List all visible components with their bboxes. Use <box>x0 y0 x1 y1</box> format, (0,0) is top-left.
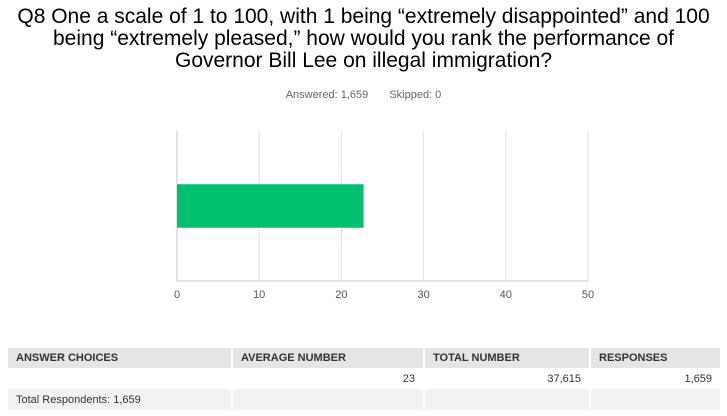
x-tick-label: 10 <box>253 289 265 301</box>
x-tick-label: 50 <box>582 289 594 301</box>
x-tick-label: 30 <box>417 289 429 301</box>
total-number-cell: 37,615 <box>424 368 591 389</box>
x-tick-label: 20 <box>335 289 347 301</box>
header-total-number: TOTAL NUMBER <box>424 348 591 368</box>
question-title: Q8 One a scale of 1 to 100, with 1 being… <box>0 6 727 72</box>
answered-count: Answered: 1,659 <box>285 89 369 101</box>
header-average-number: AVERAGE NUMBER <box>232 348 425 368</box>
table-footer-row: Total Respondents: 1,659 <box>8 389 722 410</box>
results-table: ANSWER CHOICES AVERAGE NUMBER TOTAL NUMB… <box>8 348 722 410</box>
responses-cell: 1,659 <box>590 368 722 389</box>
question-line-2: being “extremely pleased,” how would you… <box>53 27 674 50</box>
table-row: 23 37,615 1,659 <box>8 368 722 389</box>
header-responses: RESPONSES <box>590 348 722 368</box>
x-tick-label: 40 <box>500 289 512 301</box>
question-line-3: Governor Bill Lee on illegal immigration… <box>174 49 552 72</box>
bar-chart: 0 10 20 30 40 50 <box>174 131 594 301</box>
response-stats: Answered: 1,659 Skipped: 0 <box>0 89 727 101</box>
header-answer-choices: ANSWER CHOICES <box>8 348 233 368</box>
table-header-row: ANSWER CHOICES AVERAGE NUMBER TOTAL NUMB… <box>8 348 722 368</box>
average-number-cell: 23 <box>232 368 425 389</box>
answer-choice-cell <box>8 368 233 389</box>
x-tick-label: 0 <box>174 289 180 301</box>
footer-empty-cell <box>232 389 425 410</box>
skipped-count: Skipped: 0 <box>389 89 442 101</box>
total-respondents: Total Respondents: 1,659 <box>8 389 233 410</box>
question-line-1: Q8 One a scale of 1 to 100, with 1 being… <box>17 5 710 28</box>
footer-empty-cell <box>424 389 591 410</box>
bar <box>177 184 364 228</box>
footer-empty-cell <box>590 389 722 410</box>
